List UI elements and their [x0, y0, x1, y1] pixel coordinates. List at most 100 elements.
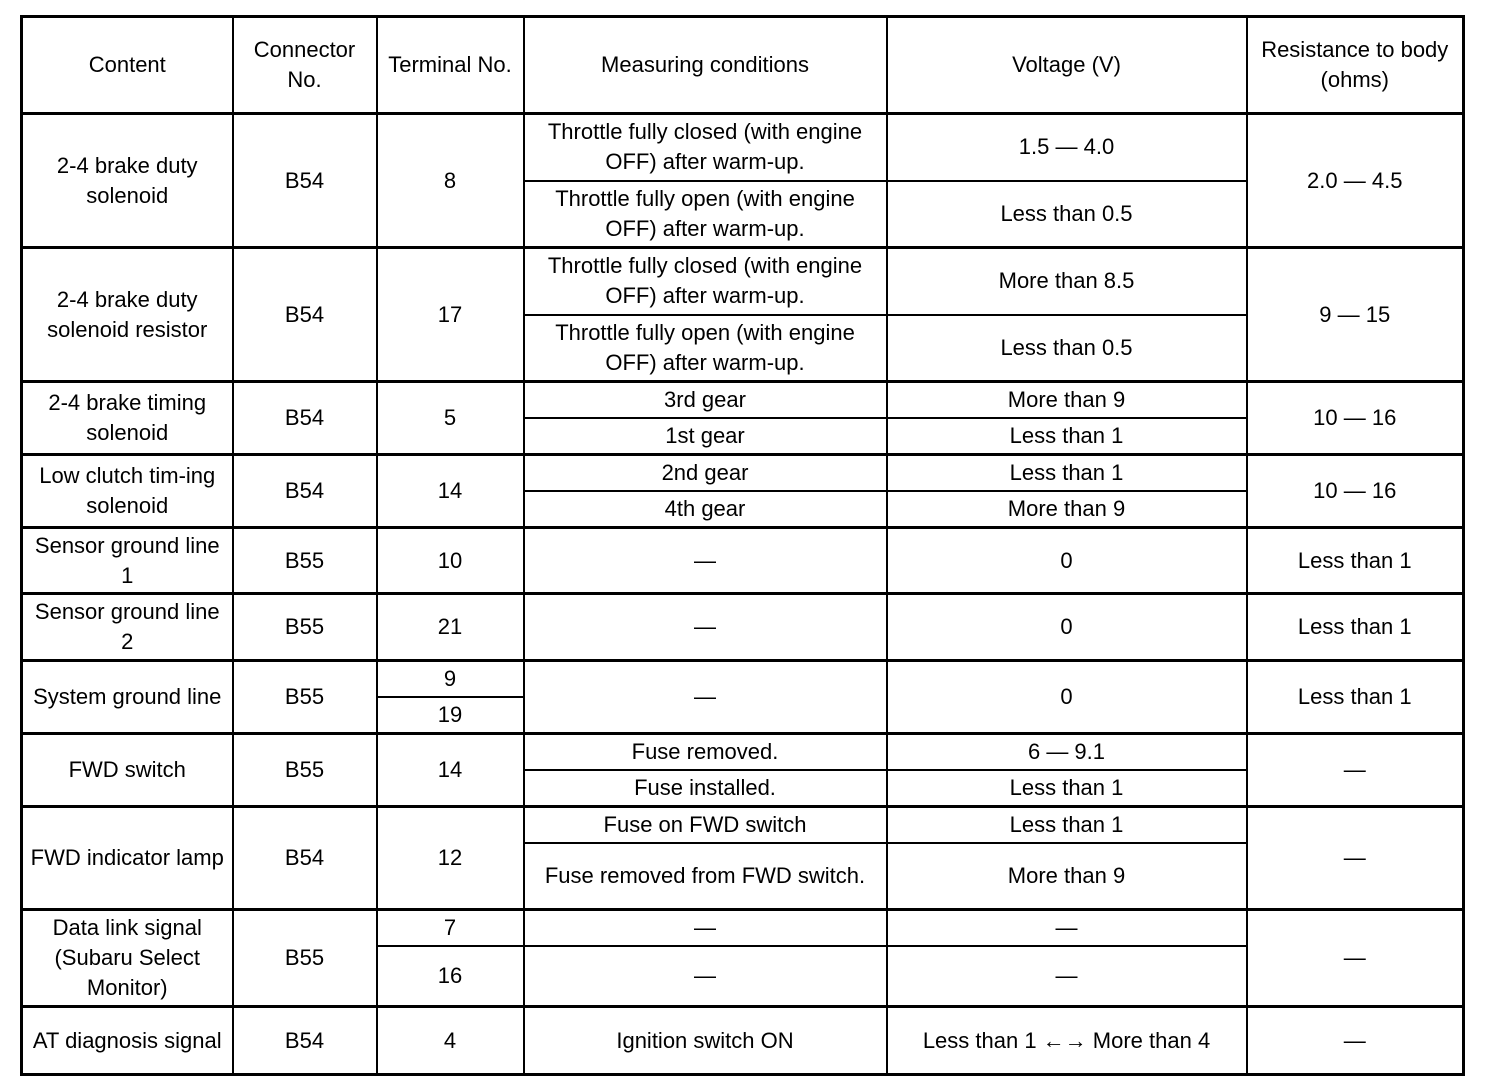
resistance-cell: Less than 1: [1245, 526, 1465, 595]
conditions-cell: Ignition switch ON: [522, 1005, 888, 1076]
conditions-cell: Fuse removed from FWD switch.: [522, 841, 888, 911]
voltage-cell: 1.5 — 4.0: [885, 112, 1248, 182]
terminal-cell: 19: [375, 695, 525, 735]
table-row: Throttle fully open (with engine OFF) af…: [22, 313, 1464, 383]
terminal-cell: 10: [375, 526, 525, 595]
voltage-cell: 0: [885, 592, 1248, 662]
table-row: FWD indicator lamp B54 12 Fuse on FWD switc…: [20, 805, 1465, 911]
voltage-cell: Less than 1: [885, 768, 1248, 808]
terminal-cell: 14: [375, 453, 525, 529]
conditions-cell: 1st gear: [522, 416, 888, 456]
content-cell: Sensor ground line 1: [20, 526, 234, 595]
terminal-cell: 12: [375, 805, 525, 911]
terminal-cell: 8: [375, 112, 525, 249]
resistance-cell: —: [1245, 805, 1465, 911]
header-resistance: Resistance to body (ohms): [1245, 15, 1465, 115]
connector-cell: B54: [231, 453, 378, 529]
resistance-cell: 10 — 16: [1245, 380, 1465, 456]
connector-cell: B55: [231, 659, 378, 735]
header-connector: Connector No.: [231, 15, 378, 115]
conditions-cell: —: [522, 908, 888, 947]
table-row: 2-4 brake duty solenoid resistor B54 17 Thr…: [20, 246, 1465, 383]
conditions-cell: Throttle fully open (with engine OFF) af…: [522, 313, 888, 383]
conditions-cell: Throttle fully closed (with engine OFF) …: [522, 246, 888, 316]
resistance-cell: —: [1245, 732, 1465, 808]
resistance-cell: 2.0 — 4.5: [1245, 112, 1465, 249]
content-cell: Sensor ground line 2: [20, 592, 234, 662]
resistance-cell: 10 — 16: [1245, 453, 1465, 529]
connector-cell: B54: [231, 805, 378, 911]
table-row: Sensor ground line 2 B55 21—0 Less than 1: [20, 592, 1465, 662]
resistance-cell: Less than 1: [1245, 659, 1465, 735]
content-cell: 2-4 brake duty solenoid: [20, 112, 234, 249]
voltage-cell: 6 — 9.1: [885, 732, 1248, 771]
content-cell: Data link signal (Subaru Select Monitor): [20, 908, 234, 1008]
voltage-cell: 0: [885, 659, 1248, 735]
connector-cell: B55: [231, 526, 378, 595]
voltage-cell: Less than 1 ←→ More than 4: [885, 1005, 1248, 1076]
terminal-cell: 7: [375, 908, 525, 947]
voltage-cell: Less than 0.5: [885, 179, 1248, 249]
voltage-cell: More than 9: [885, 380, 1248, 419]
content-cell: 2-4 brake duty solenoid resistor: [20, 246, 234, 383]
terminal-cell: 16: [375, 944, 525, 1008]
conditions-cell: —: [522, 944, 888, 1008]
table-row: Throttle fully open (with engine OFF) af…: [22, 179, 1464, 249]
resistance-cell: 9 — 15: [1245, 246, 1465, 383]
conditions-cell: Fuse installed.: [522, 768, 888, 808]
content-cell: 2-4 brake timing solenoid: [20, 380, 234, 456]
voltage-cell: Less than 1: [885, 416, 1248, 456]
header-voltage: Voltage (V): [885, 15, 1248, 115]
content-cell: AT diagnosis signal: [20, 1005, 234, 1076]
resistance-cell: —: [1245, 1005, 1465, 1076]
conditions-cell: —: [522, 592, 888, 662]
conditions-cell: Fuse on FWD switch: [522, 805, 888, 844]
table-row: 4th gear More than 9: [22, 489, 1464, 529]
conditions-cell: —: [522, 526, 888, 595]
voltage-cell: More than 8.5: [885, 246, 1248, 316]
terminal-cell: 14: [375, 732, 525, 808]
table-row: Fuse removed from FWD switch. More than 9: [22, 841, 1464, 911]
table-row: FWD switch B55 14 Fuse removed. 6 — 9.1—: [20, 732, 1465, 808]
table-row: 1st gear Less than 1: [22, 416, 1464, 456]
table-row: Fuse installed. Less than 1: [22, 768, 1464, 808]
voltage-cell: More than 9: [885, 489, 1248, 529]
terminal-cell: 9: [375, 659, 525, 698]
voltage-cell: —: [885, 944, 1248, 1008]
conditions-cell: Throttle fully closed (with engine OFF) …: [522, 112, 888, 182]
resistance-cell: Less than 1: [1245, 592, 1465, 662]
voltage-cell: Less than 0.5: [885, 313, 1248, 383]
conditions-cell: Fuse removed.: [522, 732, 888, 771]
terminal-cell: 21: [375, 592, 525, 662]
header-conditions: Measuring conditions: [522, 15, 888, 115]
conditions-cell: 2nd gear: [522, 453, 888, 492]
terminal-cell: 4: [375, 1005, 525, 1076]
connector-cell: B55: [231, 592, 378, 662]
conditions-cell: 3rd gear: [522, 380, 888, 419]
connector-cell: B54: [231, 380, 378, 456]
conditions-cell: Throttle fully open (with engine OFF) af…: [522, 179, 888, 249]
connector-cell: B55: [231, 908, 378, 1008]
voltage-cell: More than 9: [885, 841, 1248, 911]
connector-cell: B54: [231, 246, 378, 383]
table-row: AT diagnosis signal B54 4 Ignition switch O…: [20, 1005, 1465, 1076]
connector-cell: B54: [231, 1005, 378, 1076]
header-content: Content: [20, 15, 234, 115]
connector-cell: B54: [231, 112, 378, 249]
terminal-voltage-table: Content Connector No. Terminal No. Measu…: [20, 15, 1465, 1076]
table-row: Sensor ground line 1 B55 10—0 Less than 1: [20, 526, 1465, 595]
content-cell: FWD switch: [20, 732, 234, 808]
content-cell: FWD indicator lamp: [20, 805, 234, 911]
resistance-cell: —: [1245, 908, 1465, 1008]
voltage-cell: —: [885, 908, 1248, 947]
voltage-cell: Less than 1: [885, 805, 1248, 844]
table-row: 2-4 brake timing solenoid B54 5 3rd gear Mor…: [20, 380, 1465, 456]
table-row: 19: [22, 695, 1464, 735]
terminal-cell: 17: [375, 246, 525, 383]
content-cell: System ground line: [20, 659, 234, 735]
conditions-cell: 4th gear: [522, 489, 888, 529]
table-row: 2-4 brake duty solenoid B54 8 Throttle full…: [20, 112, 1465, 249]
terminal-cell: 5: [375, 380, 525, 456]
header-terminal: Terminal No.: [375, 15, 525, 115]
conditions-cell: —: [522, 659, 888, 735]
